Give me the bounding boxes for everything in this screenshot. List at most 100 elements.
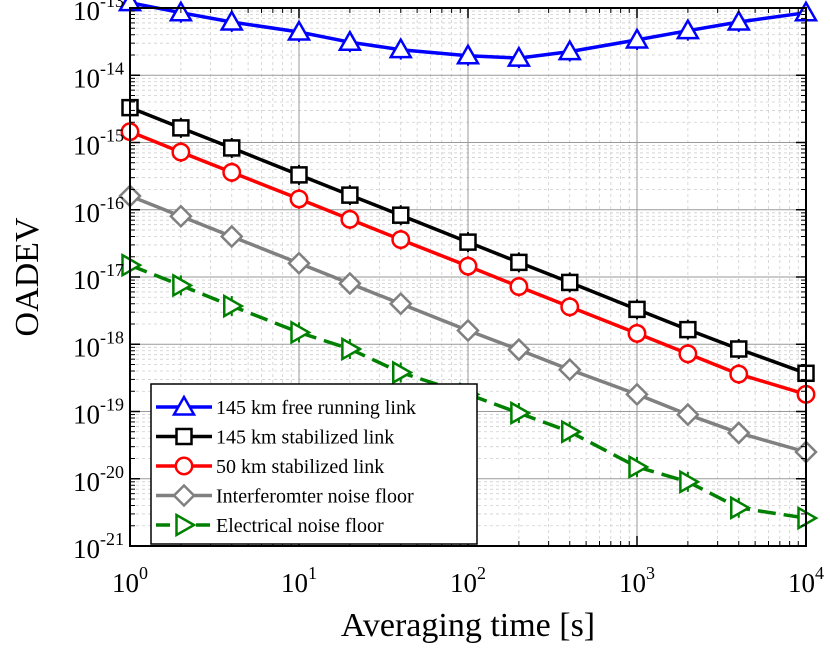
y-tick-base: 10	[73, 332, 100, 362]
x-tick-base: 10	[281, 568, 308, 598]
data-point-circle	[340, 209, 360, 229]
y-tick-base: 10	[73, 400, 100, 430]
y-tick-exponent: -14	[100, 58, 124, 78]
data-point-triangle-right	[679, 469, 701, 494]
data-point-triangle	[388, 37, 413, 59]
data-point-square	[341, 186, 359, 204]
y-axis-title: OADEV	[9, 217, 46, 336]
y-tick-exponent: -15	[100, 126, 124, 146]
data-point-triangle-right	[391, 360, 414, 385]
legend-label: 145 km free running link	[216, 397, 416, 419]
legend-item-2: 145 km stabilized link	[156, 427, 394, 449]
data-point-circle	[458, 256, 478, 276]
legend-label: 145 km stabilized link	[216, 427, 394, 449]
y-tick-label: 10-21	[73, 529, 124, 564]
data-point-circle	[509, 277, 529, 297]
y-tick-exponent: -18	[100, 327, 124, 347]
data-point-square	[290, 166, 308, 184]
legend-item-4: Interferomter noise floor	[156, 483, 414, 508]
legend-label: Interferomter noise floor	[216, 486, 414, 508]
data-point-triangle-right	[175, 512, 197, 538]
data-point-square	[459, 233, 477, 251]
y-tick-label: 10-15	[73, 126, 124, 161]
legend-label: 50 km stabilized link	[216, 456, 384, 478]
data-point-square	[510, 253, 528, 272]
data-point-triangle-right	[222, 293, 245, 319]
y-tick-label: 10-16	[73, 193, 124, 228]
y-tick-label: 10-20	[73, 462, 124, 497]
data-point-triangle	[675, 18, 701, 40]
y-tick-base: 10	[73, 131, 100, 161]
data-point-triangle	[171, 394, 197, 416]
x-tick-exponent: 4	[815, 563, 824, 583]
data-point-triangle-right	[510, 400, 532, 426]
data-point-triangle-right	[560, 419, 583, 444]
data-point-triangle	[286, 19, 312, 41]
data-point-circle	[391, 230, 411, 250]
y-tick-label: 10-19	[73, 395, 124, 430]
series-4	[118, 184, 818, 464]
data-point-diamond	[625, 382, 649, 407]
y-tick-base: 10	[73, 265, 100, 295]
data-point-diamond	[338, 271, 362, 296]
data-point-diamond	[169, 204, 193, 229]
data-point-square	[391, 206, 410, 224]
x-tick-labels: 100 101 102 103 104	[112, 563, 824, 598]
data-point-circle	[627, 323, 647, 343]
data-point-diamond	[726, 421, 751, 445]
y-tick-label: 10-13	[73, 0, 124, 26]
y-tick-exponent: -19	[100, 395, 124, 415]
data-point-triangle-right	[797, 505, 819, 531]
data-point-diamond	[388, 291, 413, 316]
data-point-diamond	[287, 251, 311, 276]
data-point-diamond	[172, 483, 196, 508]
data-point-diamond	[507, 337, 531, 362]
y-tick-exponent: -20	[100, 462, 124, 482]
data-point-diamond	[676, 402, 700, 427]
x-tick-exponent: 0	[139, 563, 148, 583]
legend-item-1: 145 km free running link	[156, 394, 416, 419]
data-point-square	[729, 340, 748, 358]
x-tick-base: 10	[112, 568, 139, 598]
legend-item-5: Electrical noise floor	[156, 512, 384, 538]
data-point-circle	[174, 456, 194, 476]
data-point-triangle	[726, 9, 751, 31]
data-point-triangle	[337, 29, 363, 51]
data-point-triangle-right	[290, 320, 312, 345]
x-tick-label: 101	[281, 563, 317, 598]
data-point-square	[222, 139, 241, 157]
data-point-diamond	[219, 224, 244, 249]
y-tick-exponent: -17	[100, 260, 124, 280]
series-2	[121, 97, 815, 384]
x-tick-label: 102	[450, 563, 486, 598]
y-tick-exponent: -13	[100, 0, 124, 11]
x-tick-label: 100	[112, 563, 148, 598]
legend-item-3: 50 km stabilized link	[156, 456, 384, 478]
x-tick-base: 10	[619, 568, 646, 598]
legend-label: Electrical noise floor	[216, 515, 384, 537]
data-point-circle	[678, 344, 698, 364]
data-point-square	[679, 320, 697, 339]
data-point-square	[628, 300, 646, 319]
data-point-triangle	[219, 9, 244, 31]
x-tick-exponent: 3	[646, 563, 655, 583]
y-tick-base: 10	[73, 534, 100, 564]
data-point-diamond	[456, 318, 480, 343]
y-tick-base: 10	[73, 0, 100, 26]
data-point-triangle	[506, 45, 532, 67]
series-1	[117, 0, 819, 69]
data-point-diamond	[557, 357, 582, 382]
y-tick-base: 10	[73, 198, 100, 228]
data-point-circle	[729, 364, 749, 384]
data-point-square	[560, 273, 579, 292]
y-tick-exponent: -16	[100, 193, 124, 213]
data-point-square	[175, 427, 193, 446]
y-tick-label: 10-17	[73, 260, 124, 295]
data-point-triangle-right	[628, 454, 650, 480]
y-tick-labels: 10-1310-1410-1510-1610-1710-1810-1910-20…	[73, 0, 124, 564]
data-point-triangle	[624, 27, 650, 49]
data-point-triangle-right	[172, 273, 194, 298]
y-tick-label: 10-18	[73, 327, 124, 362]
legend-box	[150, 383, 478, 545]
data-point-circle	[222, 162, 242, 182]
